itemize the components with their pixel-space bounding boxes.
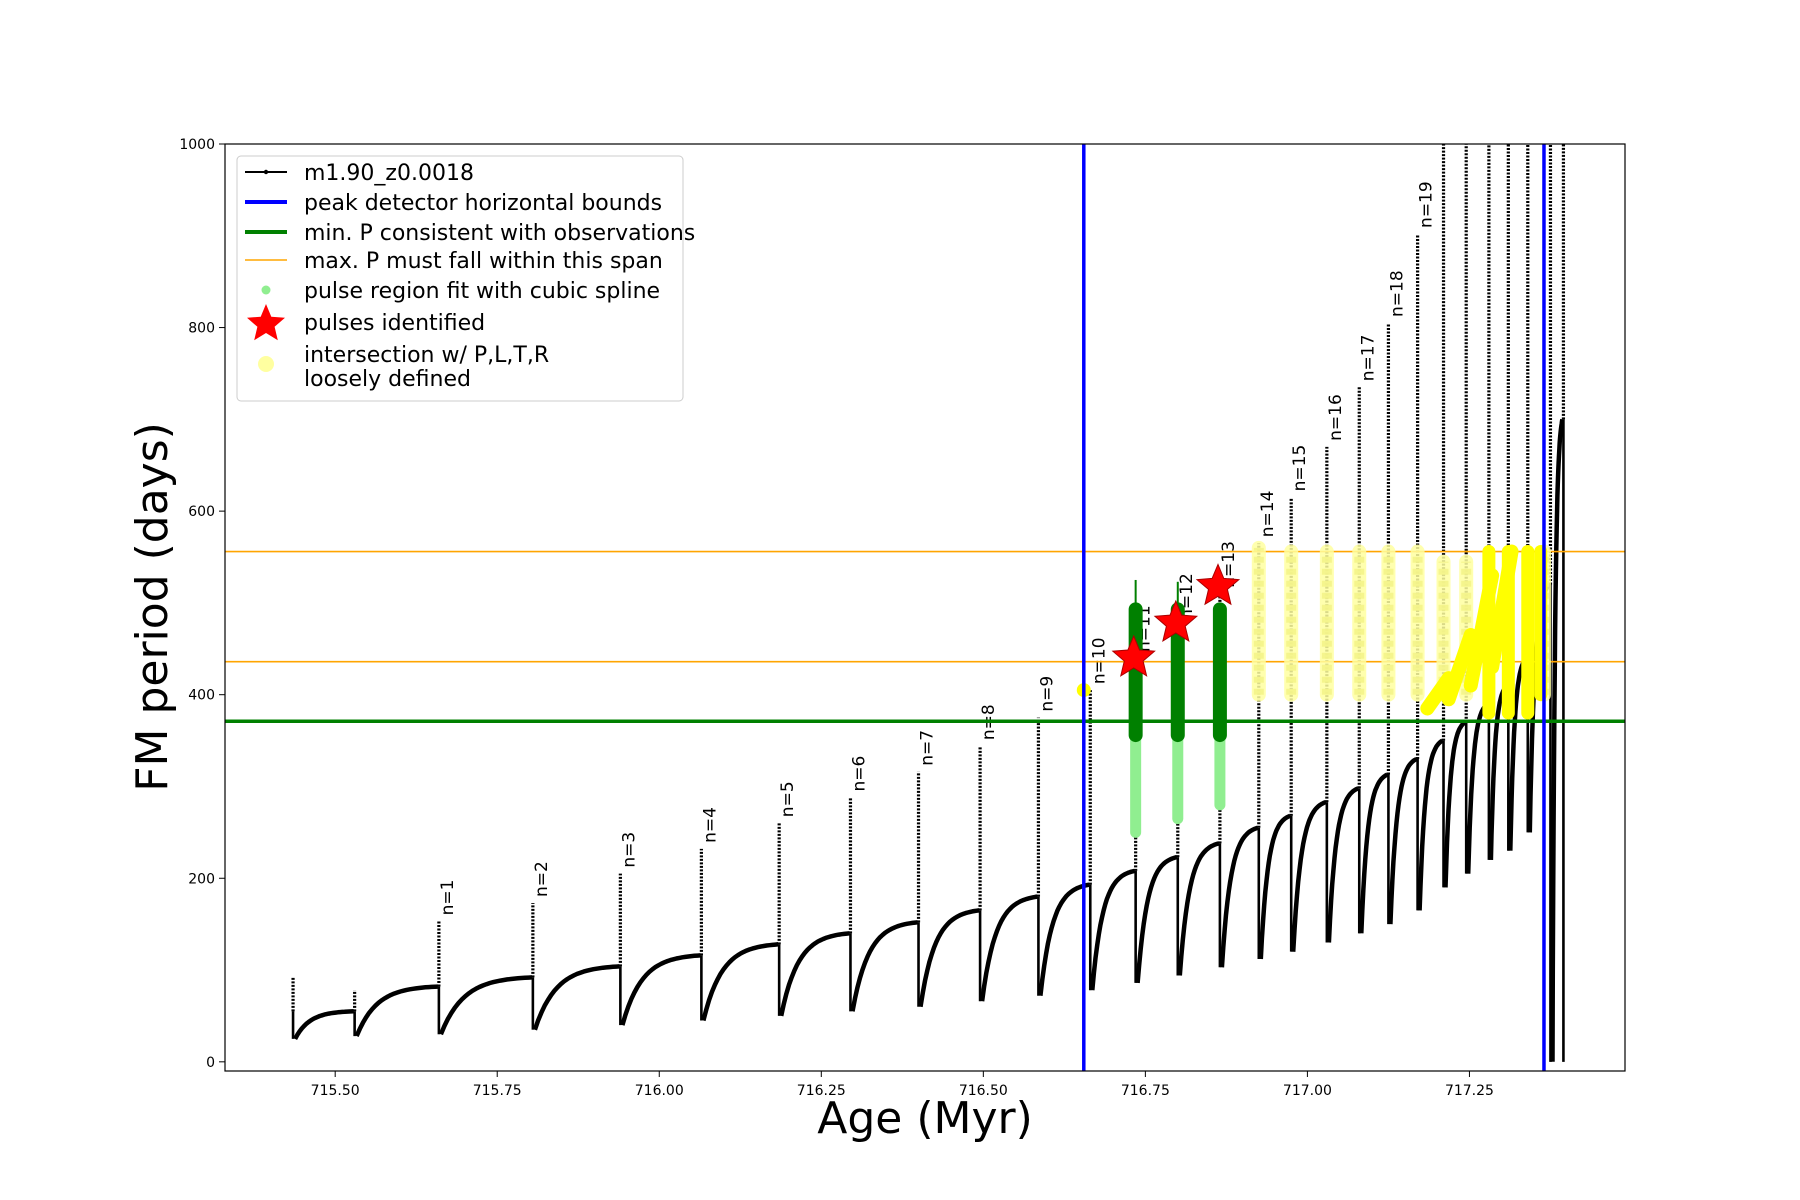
pulse-label: n=1	[438, 880, 458, 916]
interpulse-curve	[918, 908, 980, 1008]
legend-label: intersection w/ P,L,T,R	[304, 343, 549, 368]
y-tick-label: 400	[188, 688, 215, 704]
x-tick-label: 716.00	[635, 1083, 684, 1099]
pulse-label: n=18	[1387, 270, 1407, 317]
pulse-star	[1195, 563, 1241, 606]
interpulse-curve	[293, 1009, 354, 1040]
x-tick-label: 717.00	[1283, 1083, 1332, 1099]
pulse-label: n=19	[1417, 181, 1437, 228]
pulse-label: n=9	[1037, 676, 1057, 712]
pulse-label: n=4	[700, 807, 720, 843]
y-tick-label: 0	[206, 1055, 215, 1071]
pulse-label: n=15	[1290, 445, 1310, 492]
x-tick-label: 716.75	[1121, 1083, 1170, 1099]
legend-label: pulses identified	[304, 311, 485, 336]
interpulse-curve	[620, 953, 701, 1026]
interpulse-curve	[1290, 799, 1327, 952]
y-tick-label: 1000	[179, 137, 215, 153]
plot-frame	[224, 143, 1626, 1072]
x-tick-label: 716.50	[959, 1083, 1008, 1099]
interpulse-curve	[1177, 841, 1220, 976]
pulse-label: n=3	[619, 832, 639, 868]
x-tick-label: 716.25	[797, 1083, 846, 1099]
x-tick-label: 715.75	[473, 1083, 522, 1099]
y-tick-label: 200	[188, 871, 215, 887]
interpulse-curve	[438, 975, 533, 1036]
pulse-label: n=14	[1258, 491, 1278, 538]
y-tick-label: 800	[188, 321, 215, 337]
legend-swatch-dot	[261, 285, 271, 295]
legend-swatch-circle	[258, 356, 274, 372]
yellow-ramp	[1441, 628, 1478, 707]
legend-label: m1.90_z0.0018	[304, 161, 474, 186]
x-axis: 715.50 715.75 716.00 716.25 716.50 716.75 717.…	[311, 1071, 1494, 1099]
x-tick-label: 715.50	[311, 1083, 360, 1099]
plot-area: n=1n=2n=3n=4n=5n=6n=7n=8n=9n=10n=11n=12n…	[225, 144, 1625, 1071]
pulse-label: n=13	[1219, 541, 1239, 588]
interpulse-curve	[1258, 813, 1292, 960]
interpulse-curve	[850, 920, 918, 1012]
pulse-label: n=5	[778, 781, 798, 817]
legend-label: min. P consistent with observations	[304, 221, 695, 246]
interpulse-curve	[1219, 825, 1259, 968]
interpulse-curve	[1326, 786, 1360, 943]
legend-label: pulse region fit with cubic spline	[304, 279, 660, 304]
y-axis-title: FM period (days)	[127, 422, 178, 792]
interpulse-curve	[979, 894, 1038, 1002]
interpulse-curve	[1388, 756, 1418, 925]
pulse-label: n=17	[1358, 335, 1378, 382]
pulse-star	[1111, 634, 1156, 677]
legend-swatch-star	[247, 304, 285, 341]
y-axis: 0 200 400 600 800 1000	[179, 137, 225, 1071]
x-axis-title: Age (Myr)	[817, 1093, 1033, 1144]
legend-label: max. P must fall within this span	[304, 249, 663, 274]
interpulse-curve	[779, 931, 850, 1017]
legend-box	[236, 155, 684, 402]
interpulse-curve	[354, 984, 438, 1038]
legend-label: loosely defined	[304, 367, 471, 392]
x-tick-label: 717.25	[1445, 1083, 1494, 1099]
pulse-star	[1153, 599, 1199, 642]
yellow-ramp	[1420, 671, 1456, 716]
interpulse-curve	[1090, 868, 1136, 991]
legend-label: peak detector horizontal bounds	[304, 191, 662, 216]
y-tick-label: 600	[188, 504, 215, 520]
interpulse-curve	[1443, 720, 1467, 888]
interpulse-curve	[701, 942, 779, 1022]
interpulse-curve	[1135, 854, 1178, 984]
pulse-label: n=16	[1326, 394, 1346, 441]
pulse-label: n=6	[849, 756, 869, 792]
pulse-label: n=10	[1089, 637, 1109, 684]
interpulse-curve	[1359, 772, 1389, 934]
pulse-label: n=2	[532, 861, 552, 897]
legend-swatch-dot	[263, 169, 269, 175]
interpulse-curve	[532, 964, 620, 1031]
interpulse-curve	[1038, 882, 1090, 996]
pulse-label: n=7	[918, 730, 938, 766]
interpulse-curve	[1550, 418, 1565, 1062]
interpulse-curve	[1417, 738, 1444, 911]
